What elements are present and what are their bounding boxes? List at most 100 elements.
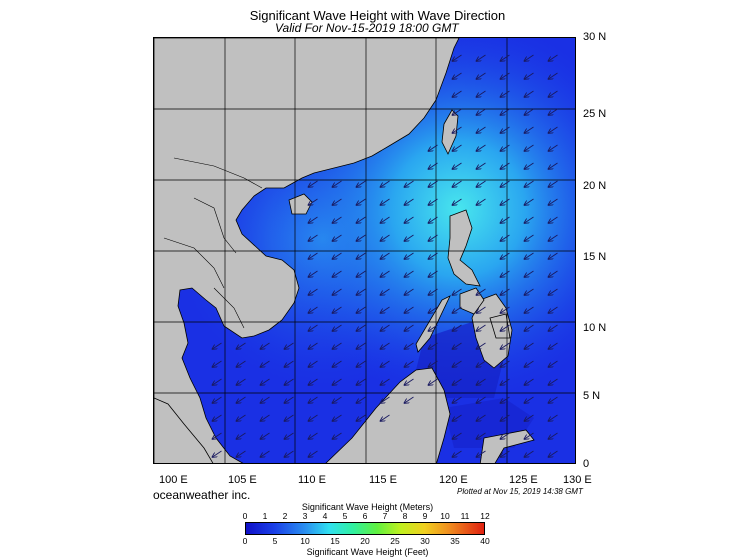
- colorbar-feet-tick: 15: [330, 536, 340, 546]
- wave-arrow: [549, 306, 558, 313]
- wave-arrow: [213, 342, 222, 349]
- wave-arrow: [477, 342, 486, 349]
- wave-arrow: [549, 144, 558, 151]
- wave-arrow: [501, 54, 510, 61]
- wave-arrow: [501, 450, 510, 457]
- wave-arrow: [477, 288, 486, 295]
- wave-arrow: [333, 288, 342, 295]
- wave-arrow: [525, 252, 534, 259]
- wave-arrow: [261, 414, 270, 421]
- wave-arrow: [381, 270, 390, 277]
- wave-arrow: [453, 396, 462, 403]
- wave-arrow: [525, 342, 534, 349]
- wave-arrow: [261, 342, 270, 349]
- wave-arrow: [501, 252, 510, 259]
- colorbar-feet-tick: 10: [300, 536, 310, 546]
- wave-arrow: [477, 198, 486, 205]
- land-palawan: [415, 295, 451, 353]
- wave-arrow: [477, 54, 486, 61]
- wave-arrow: [237, 432, 246, 439]
- land-visayas: [459, 287, 511, 339]
- wave-arrow: [357, 234, 366, 241]
- wave-arrow: [357, 414, 366, 421]
- wave-arrow: [381, 342, 390, 349]
- wave-arrow: [309, 216, 318, 223]
- wave-arrow: [525, 270, 534, 277]
- wave-arrow: [381, 252, 390, 259]
- wave-arrow: [333, 342, 342, 349]
- lat-label-25n: 25 N: [583, 108, 607, 120]
- wave-arrow: [237, 342, 246, 349]
- wave-arrow: [525, 288, 534, 295]
- land-mainland-asia: [154, 38, 460, 463]
- colorbar-feet-tick: 35: [450, 536, 460, 546]
- wave-arrow: [357, 216, 366, 223]
- wave-arrow: [429, 360, 438, 367]
- wave-arrow: [501, 198, 510, 205]
- wave-arrow: [525, 306, 534, 313]
- wave-arrow: [549, 90, 558, 97]
- wave-arrow: [501, 360, 510, 367]
- colorbar-meter-tick: 5: [342, 511, 348, 521]
- lon-label-105e: 105 E: [228, 474, 257, 486]
- wave-arrow: [453, 54, 462, 61]
- wave-arrow: [477, 432, 486, 439]
- wave-arrow: [429, 180, 438, 187]
- wave-arrow: [213, 396, 222, 403]
- wave-arrow: [309, 234, 318, 241]
- wave-arrow: [285, 432, 294, 439]
- wave-arrow: [309, 270, 318, 277]
- wave-arrow: [525, 108, 534, 115]
- wave-arrow: [357, 252, 366, 259]
- wave-arrow: [309, 450, 318, 457]
- wave-arrow: [237, 378, 246, 385]
- lon-label-130e: 130 E: [563, 474, 592, 486]
- wave-height-map: [153, 37, 576, 464]
- wave-arrow: [525, 450, 534, 457]
- wave-arrow: [381, 414, 390, 421]
- lat-label-0: 0: [583, 458, 590, 470]
- wave-arrow: [357, 324, 366, 331]
- lon-label-100e: 100 E: [159, 474, 188, 486]
- wave-arrow: [477, 144, 486, 151]
- wave-arrow: [549, 342, 558, 349]
- wave-arrow: [429, 288, 438, 295]
- wave-arrow: [213, 360, 222, 367]
- wave-arrow: [333, 324, 342, 331]
- wave-arrow: [453, 342, 462, 349]
- wave-arrow: [333, 180, 342, 187]
- wave-arrow: [309, 432, 318, 439]
- wave-arrow: [453, 180, 462, 187]
- wave-arrow: [213, 414, 222, 421]
- map-title: Significant Wave Height with Wave Direct…: [249, 8, 506, 23]
- wave-arrow: [477, 180, 486, 187]
- colorbar-meter-tick: 4: [322, 511, 328, 521]
- wave-arrow: [501, 144, 510, 151]
- wave-arrow: [525, 216, 534, 223]
- wave-arrow: [261, 360, 270, 367]
- wave-arrow: [357, 342, 366, 349]
- colorbar-meter-tick: 2: [282, 511, 288, 521]
- wave-arrow: [213, 450, 222, 457]
- colorbar: [245, 522, 485, 535]
- lat-label-30n: 30 N: [583, 31, 607, 43]
- wave-arrow: [405, 306, 414, 313]
- wave-arrow: [309, 414, 318, 421]
- wave-arrow: [285, 378, 294, 385]
- wave-arrow: [381, 396, 390, 403]
- wave-arrow: [453, 288, 462, 295]
- wave-arrow: [309, 396, 318, 403]
- wave-arrow: [549, 414, 558, 421]
- colorbar-title-meters: Significant Wave Height (Meters): [301, 502, 434, 512]
- wave-arrow: [549, 288, 558, 295]
- wave-arrow: [477, 306, 486, 313]
- wave-arrow: [405, 324, 414, 331]
- wave-arrow: [381, 378, 390, 385]
- map-canvas: [154, 38, 575, 463]
- wave-arrow: [501, 180, 510, 187]
- wave-arrow: [285, 450, 294, 457]
- wave-arrow: [333, 396, 342, 403]
- wave-arrow: [477, 90, 486, 97]
- wave-arrow: [549, 270, 558, 277]
- wave-arrow: [501, 126, 510, 133]
